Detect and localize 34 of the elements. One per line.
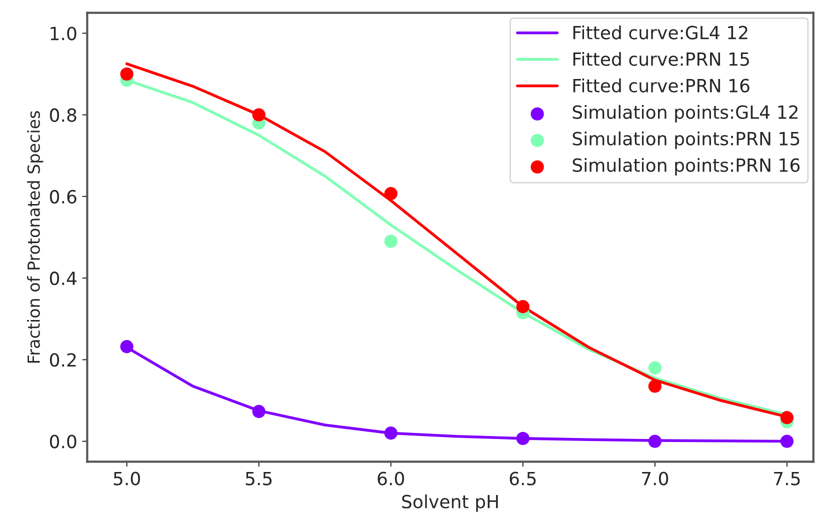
point — [384, 234, 398, 248]
point — [648, 434, 662, 448]
point — [516, 432, 530, 446]
x-tick-label: 5.0 — [114, 472, 140, 486]
y-tick-label: 0.2 — [50, 353, 76, 367]
legend-label: Fitted curve:PRN 15 — [573, 52, 749, 66]
x-tick-label: 5.5 — [246, 472, 272, 486]
x-tick-label: 6.0 — [378, 472, 404, 486]
point — [252, 404, 266, 418]
point — [252, 108, 266, 122]
y-tick-label: 0.8 — [50, 108, 76, 122]
point — [120, 67, 134, 81]
y-tick-label: 0.6 — [50, 190, 76, 204]
legend-label: Fitted curve:GL4 12 — [573, 25, 748, 40]
legend-label: Fitted curve:PRN 16 — [573, 78, 750, 92]
y-tick-label: 0.0 — [50, 434, 76, 448]
x-tick-label: 7.5 — [774, 472, 800, 486]
point — [780, 434, 794, 448]
point — [648, 361, 662, 374]
legend-label: Simulation points:PRN 15 — [572, 131, 800, 149]
legend-label: Simulation points:GL4 12 — [572, 104, 798, 122]
point — [648, 380, 662, 393]
point — [384, 187, 398, 200]
point — [120, 340, 134, 354]
legend-label: Simulation points:PRN 16 — [572, 158, 800, 176]
x-tick-label: 7.0 — [642, 472, 668, 486]
point — [780, 411, 794, 424]
y-tick-label: 1.0 — [50, 26, 76, 40]
y-axis-title: Fraction of Protonated Species — [27, 111, 44, 363]
y-tick-label: 0.4 — [50, 272, 76, 286]
x-axis-title: Solvent pH — [402, 494, 498, 512]
x-tick-label: 6.5 — [510, 472, 536, 486]
point — [384, 426, 398, 440]
point — [516, 300, 530, 314]
